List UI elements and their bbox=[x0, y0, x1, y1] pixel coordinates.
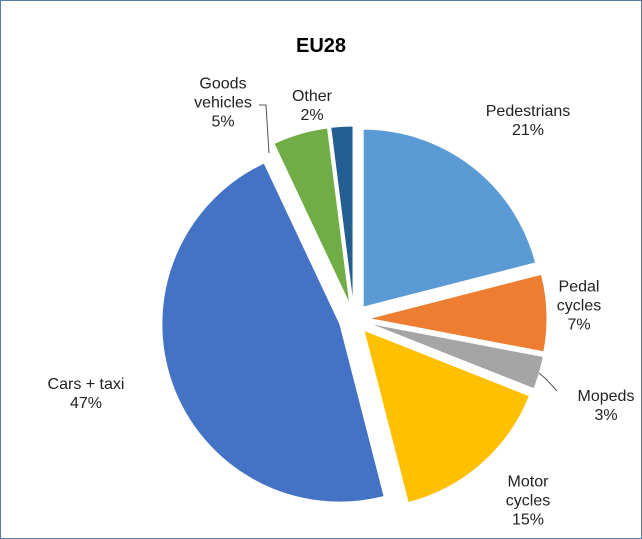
pie-slice bbox=[330, 125, 354, 305]
slice-value-label: 15% bbox=[511, 511, 545, 529]
pie-slice bbox=[363, 329, 531, 504]
slice-value-label: 3% bbox=[594, 407, 618, 424]
slice-label: Motor cycles 15% bbox=[484, 473, 572, 530]
slice-label: Mopeds 3% bbox=[562, 387, 641, 425]
slice-name: Pedestrians bbox=[485, 103, 571, 120]
slice-name: Pedal cycles bbox=[556, 278, 602, 315]
pie-slice bbox=[161, 162, 385, 503]
leader-line bbox=[538, 372, 558, 392]
slice-label: Cars + taxi 47% bbox=[42, 375, 130, 413]
slice-name: Goods vehicles bbox=[194, 75, 252, 112]
slice-value-label: 2% bbox=[300, 107, 324, 124]
slice-label: Pedal cycles 7% bbox=[535, 278, 623, 335]
slice-value-label: 47% bbox=[69, 395, 103, 412]
slice-label: Goods vehicles 5% bbox=[179, 75, 267, 132]
slice-name: Mopeds bbox=[577, 388, 635, 405]
pie-slice bbox=[368, 273, 548, 353]
chart-title: EU28 bbox=[295, 35, 347, 57]
pie-slice bbox=[362, 128, 537, 308]
slice-name: Motor cycles bbox=[505, 473, 551, 510]
leader-line bbox=[259, 104, 270, 154]
slice-value-label: 7% bbox=[567, 316, 591, 334]
slice-name: Other bbox=[291, 88, 332, 105]
slice-name: Cars + taxi bbox=[47, 376, 125, 393]
slice-value-label: 5% bbox=[211, 113, 235, 131]
pie-slice bbox=[273, 127, 351, 305]
slice-label: Pedestrians 21% bbox=[484, 102, 572, 140]
slice-label: Other 2% bbox=[268, 87, 356, 125]
slice-value-label: 21% bbox=[511, 122, 545, 139]
